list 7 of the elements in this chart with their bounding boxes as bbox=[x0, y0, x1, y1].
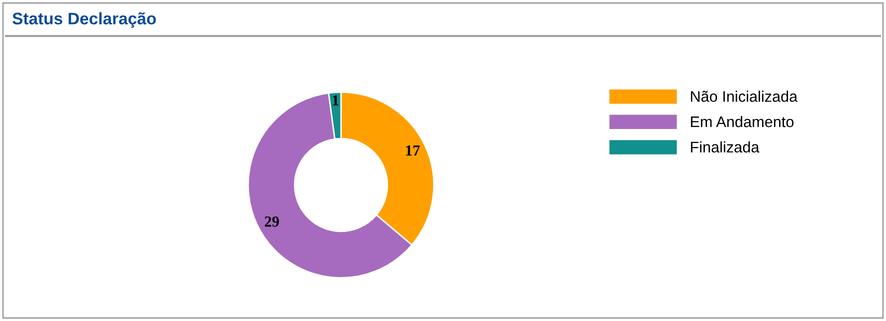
data-label: 1 bbox=[332, 95, 338, 106]
legend-label: Em Andamento bbox=[690, 116, 794, 128]
legend-label: Finalizada bbox=[690, 141, 760, 153]
data-label: 17 bbox=[406, 145, 420, 156]
legend-label: Não Inicializada bbox=[690, 90, 798, 102]
data-label: 29 bbox=[264, 216, 279, 227]
text: Status Declaração bbox=[12, 12, 156, 28]
